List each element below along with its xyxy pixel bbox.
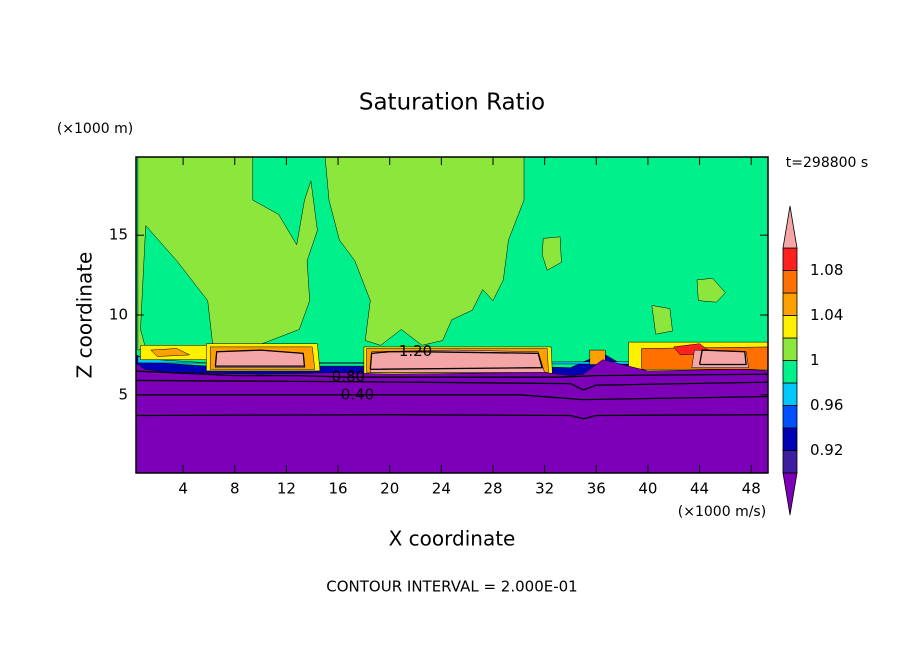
- y-unit: (×1000 m): [57, 121, 133, 137]
- colorbar-box: [782, 315, 798, 339]
- x-tick-label: 20: [380, 480, 399, 498]
- x-tick-label: 40: [638, 480, 657, 498]
- colorbar-tick-label: 0.92: [810, 441, 843, 459]
- contour-region: [136, 359, 768, 473]
- colorbar-tick-label: 1: [810, 351, 820, 369]
- chart-title: Saturation Ratio: [359, 90, 545, 116]
- y-tick-label: 5: [118, 385, 128, 403]
- colorbar-tick-label: 0.96: [810, 396, 843, 414]
- colorbar-box: [782, 405, 798, 429]
- colorbar-box: [782, 292, 798, 316]
- colorbar-box: [782, 337, 798, 361]
- contour-region: [696, 278, 726, 303]
- contour-region: [651, 305, 673, 335]
- contour-label: 0.80: [332, 368, 365, 386]
- footer: CONTOUR INTERVAL = 2.000E-01: [326, 578, 577, 596]
- contour-line: [136, 394, 768, 401]
- x-tick-label: 48: [742, 480, 761, 498]
- contour-line: [136, 379, 768, 391]
- x-tick-label: 44: [690, 480, 709, 498]
- x-tick-label: 16: [329, 480, 348, 498]
- y-tick-label: 10: [109, 306, 128, 324]
- colorbar-box: [782, 450, 798, 474]
- x-tick-label: 4: [178, 480, 188, 498]
- colorbar-box: [782, 360, 798, 384]
- time-label: t=298800 s: [786, 155, 868, 171]
- contour-label: 0.40: [341, 385, 374, 403]
- x-tick-label: 28: [483, 480, 502, 498]
- contour-line: [369, 351, 543, 370]
- contour-region: [691, 349, 749, 368]
- y-tick-label: 15: [109, 226, 128, 244]
- colorbar-box: [782, 427, 798, 451]
- x-tick-label: 24: [432, 480, 451, 498]
- x-tick-label: 32: [535, 480, 554, 498]
- contour-line: [136, 370, 768, 378]
- contour-region: [324, 157, 525, 346]
- x-tick-label: 8: [230, 480, 240, 498]
- contour-line: [698, 349, 747, 366]
- colorbar-extend-high: [782, 205, 798, 249]
- contour-region: [150, 348, 191, 357]
- colorbar-box: [782, 382, 798, 406]
- colorbar-tick-label: 1.08: [810, 261, 843, 279]
- contour-label: 1.20: [399, 342, 432, 360]
- contour-region: [137, 157, 318, 351]
- plot-area: [136, 157, 768, 473]
- x-tick-label: 36: [587, 480, 606, 498]
- overlay: 0.800.401.204 8 12 16 20 24 28 32 36 40 44 48510150…: [109, 156, 843, 516]
- y-axis-label: Z coordinate: [73, 252, 97, 379]
- x-tick-label: 12: [277, 480, 296, 498]
- colorbar-extend-low: [782, 472, 798, 516]
- colorbar-box: [782, 270, 798, 294]
- colorbar-tick-label: 1.04: [810, 306, 843, 324]
- contour-region: [541, 236, 562, 271]
- contour-line: [214, 349, 306, 367]
- x-axis-label: X coordinate: [389, 527, 516, 551]
- x-unit: (×1000 m/s): [678, 504, 766, 520]
- contour-line: [136, 414, 768, 420]
- colorbar-box: [782, 247, 798, 271]
